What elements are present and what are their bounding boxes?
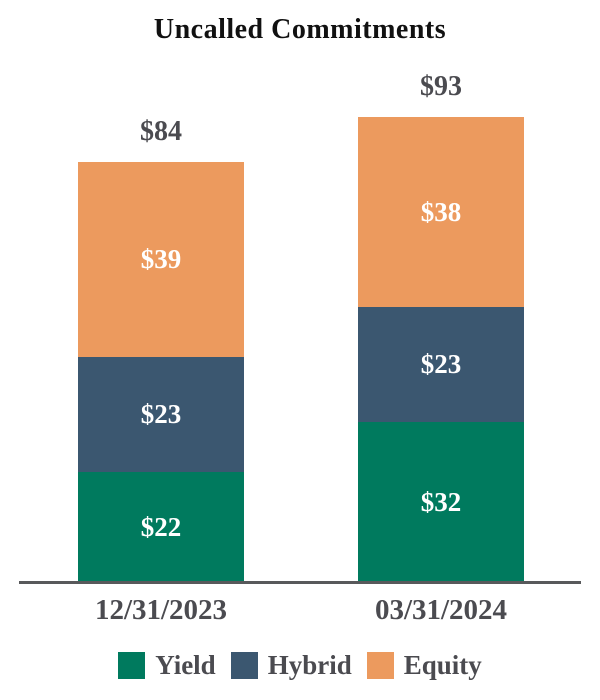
segment-value-label: $23 [140, 399, 182, 429]
legend-item-hybrid: Hybrid [230, 650, 352, 681]
bar-segment-equity-1: $39 [78, 162, 244, 357]
x-axis-label: 12/31/2023 [94, 594, 228, 626]
legend-label: Hybrid [267, 650, 352, 680]
bar-segment-yield-2: $32 [358, 422, 524, 582]
legend-swatch-equity [366, 652, 394, 679]
legend-item-equity: Equity [366, 650, 482, 681]
x-axis-label: 03/31/2024 [374, 594, 508, 626]
chart-title: Uncalled Commitments [153, 14, 447, 45]
segment-value-label: $38 [420, 196, 462, 227]
total-label: $84 [140, 116, 182, 147]
segment-value-label: $23 [420, 349, 462, 379]
total-label: $93 [420, 71, 462, 102]
legend-swatch-hybrid [230, 652, 258, 679]
bar-segment-yield-1: $22 [78, 472, 244, 582]
legend-label: Equity [403, 650, 482, 680]
segment-value-label: $39 [140, 244, 182, 274]
segment-value-label: $22 [140, 511, 182, 542]
legend-label: Yield [155, 650, 216, 680]
x-axis-line [19, 581, 581, 584]
legend-item-yield: Yield [118, 650, 216, 681]
legend-swatch-yield [118, 652, 146, 679]
legend: Yield Hybrid Equity [0, 650, 600, 681]
segment-value-label: $32 [420, 486, 462, 517]
bar-segment-equity-2: $38 [358, 117, 524, 307]
bar-segment-hybrid-2: $23 [358, 307, 524, 422]
bar-segment-hybrid-1: $23 [78, 357, 244, 472]
